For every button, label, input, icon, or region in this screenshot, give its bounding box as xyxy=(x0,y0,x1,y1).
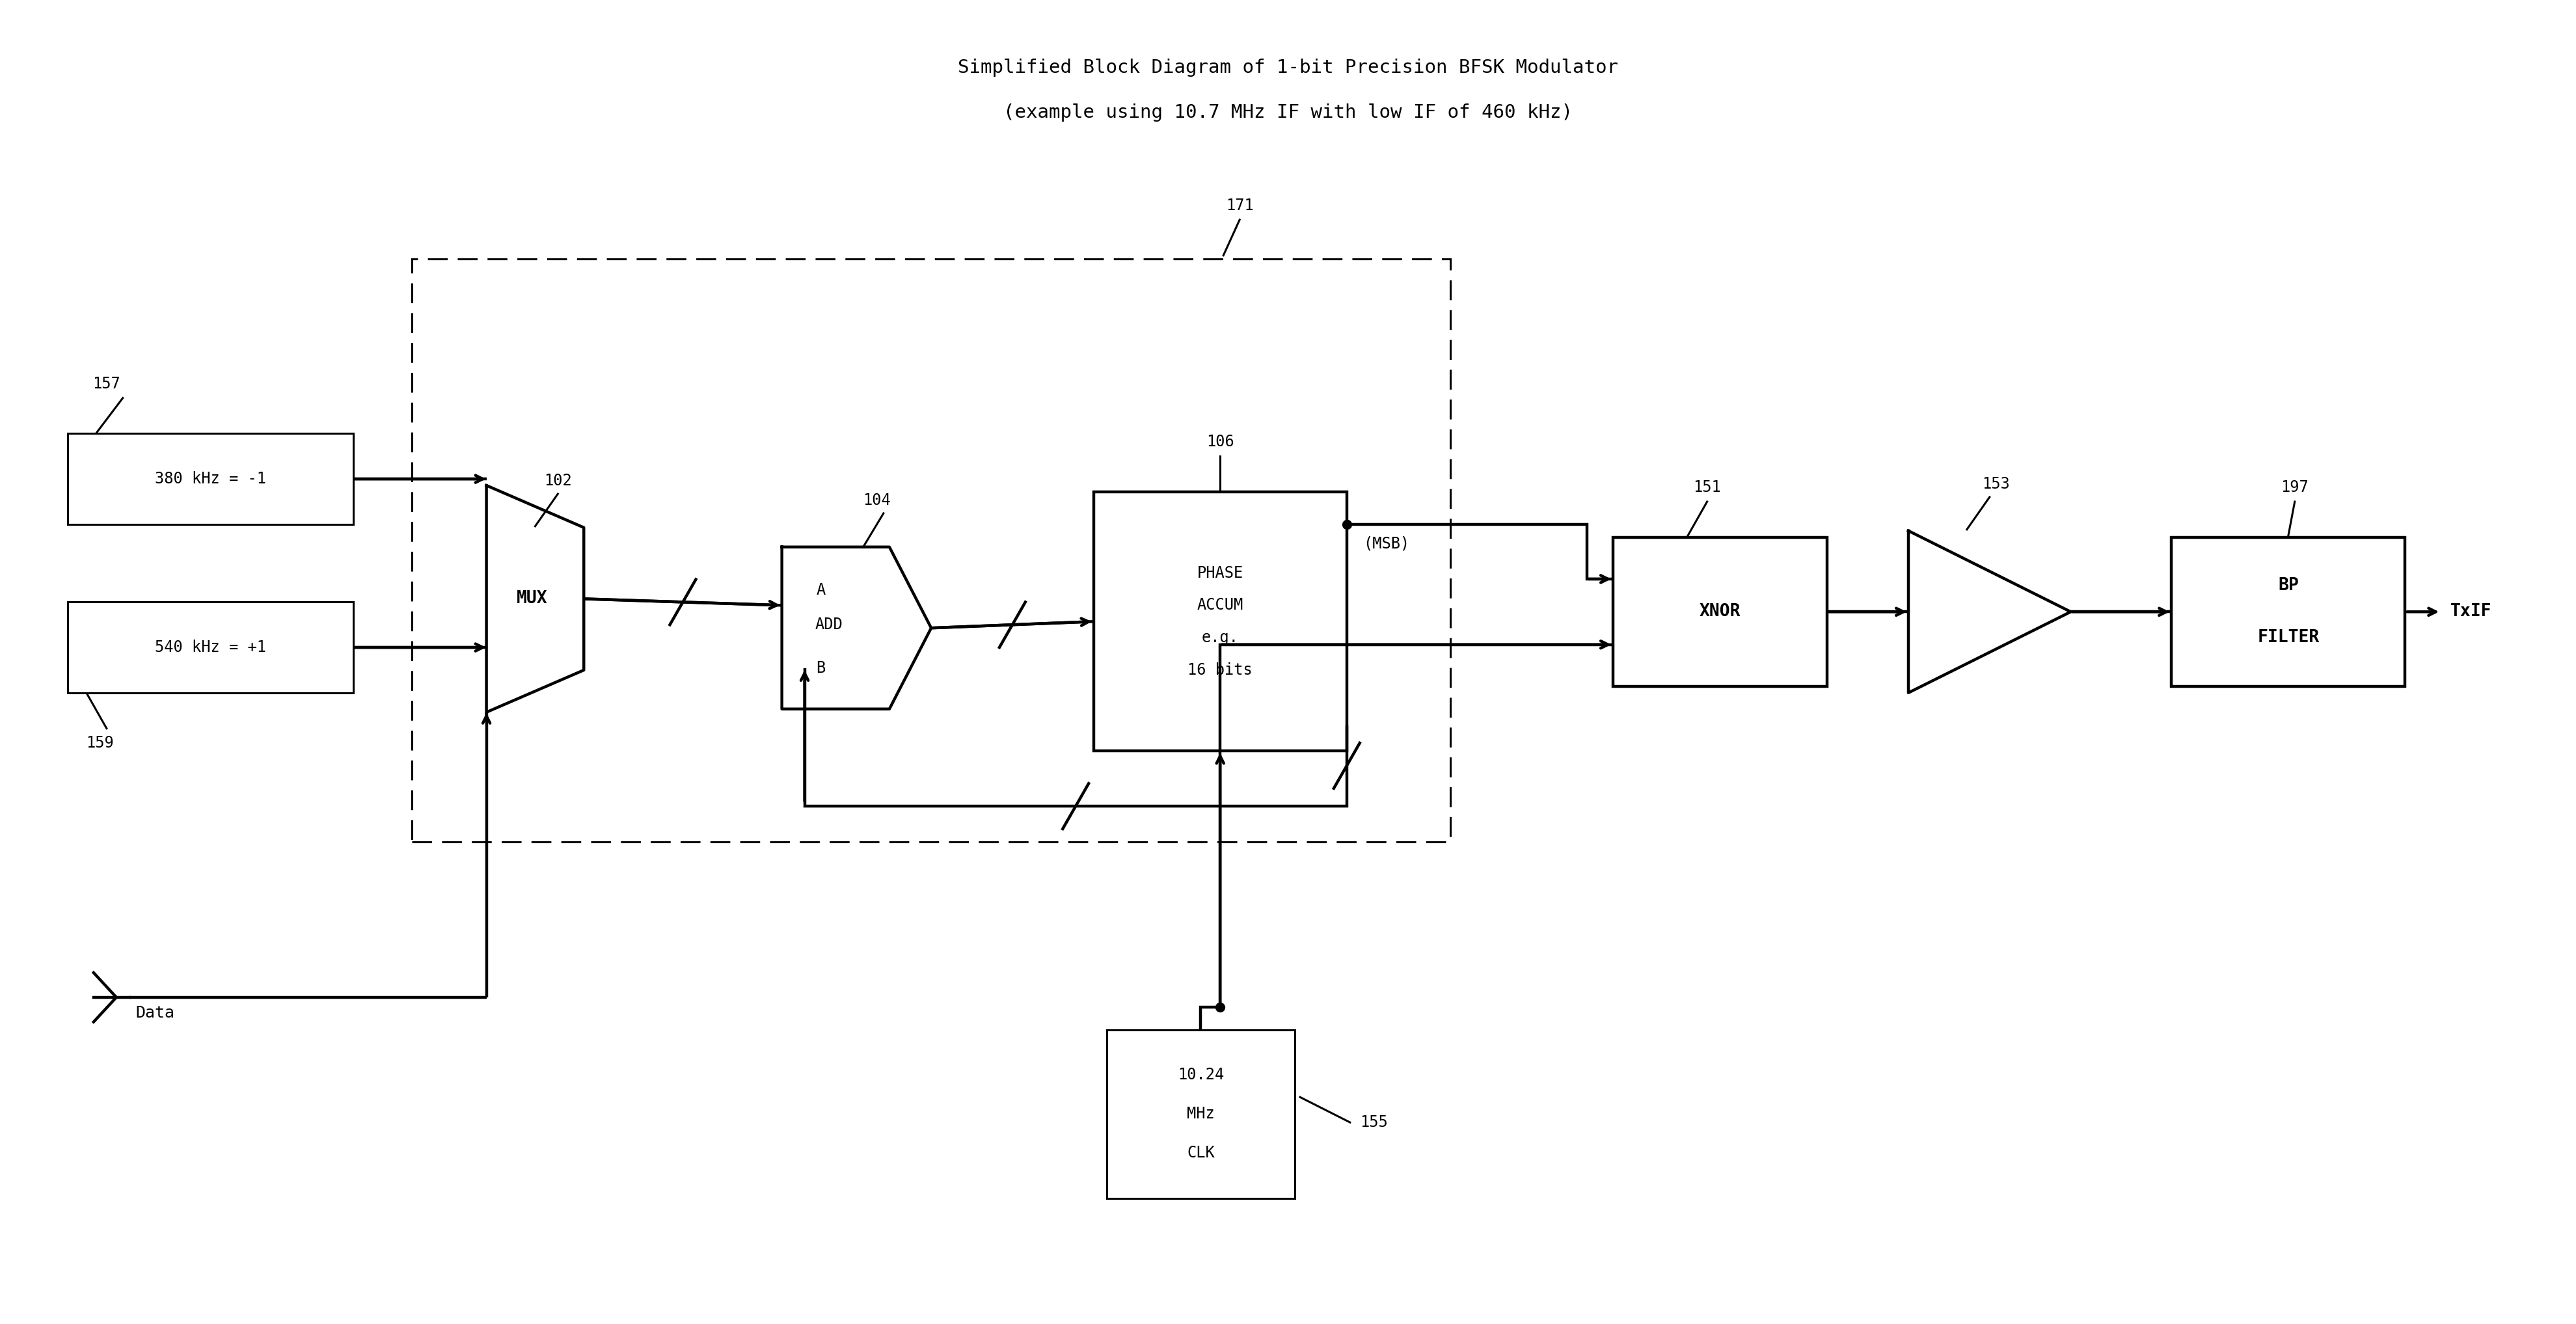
Text: 106: 106 xyxy=(1206,434,1234,450)
Text: e.g.: e.g. xyxy=(1200,630,1239,646)
Text: B: B xyxy=(817,661,824,677)
Text: CLK: CLK xyxy=(1188,1145,1213,1161)
Text: 102: 102 xyxy=(544,473,572,489)
Text: MUX: MUX xyxy=(515,591,546,608)
Text: A: A xyxy=(817,583,824,598)
Text: 159: 159 xyxy=(85,735,113,751)
Text: ADD: ADD xyxy=(814,617,842,633)
Bar xyxy=(1095,493,1347,751)
Text: MHz: MHz xyxy=(1188,1106,1213,1121)
Text: Simplified Block Diagram of 1-bit Precision BFSK Modulator: Simplified Block Diagram of 1-bit Precis… xyxy=(958,58,1618,77)
Text: 155: 155 xyxy=(1360,1115,1388,1131)
Text: 151: 151 xyxy=(1692,479,1721,495)
Bar xyxy=(1108,1030,1296,1198)
Text: (example using 10.7 MHz IF with low IF of 460 kHz): (example using 10.7 MHz IF with low IF o… xyxy=(1005,103,1574,122)
Text: XNOR: XNOR xyxy=(1700,604,1741,620)
Text: Data: Data xyxy=(137,1005,175,1021)
Text: ACCUM: ACCUM xyxy=(1198,597,1244,613)
Text: 540 kHz = +1: 540 kHz = +1 xyxy=(155,639,265,655)
Text: 153: 153 xyxy=(1981,477,2009,493)
Text: TxIF: TxIF xyxy=(2450,604,2491,620)
Bar xyxy=(67,433,353,524)
Text: (MSB): (MSB) xyxy=(1363,536,1409,552)
Text: PHASE: PHASE xyxy=(1198,565,1244,581)
Bar xyxy=(2172,538,2406,686)
Text: BP: BP xyxy=(2277,577,2298,594)
Text: 171: 171 xyxy=(1226,197,1255,213)
Bar xyxy=(1613,538,1826,686)
Bar xyxy=(412,258,1450,842)
Text: 16 bits: 16 bits xyxy=(1188,662,1252,678)
Text: 197: 197 xyxy=(2280,479,2308,495)
Text: FILTER: FILTER xyxy=(2257,629,2318,646)
Text: 10.24: 10.24 xyxy=(1177,1067,1224,1083)
Text: 104: 104 xyxy=(863,493,891,508)
Text: 157: 157 xyxy=(93,376,121,392)
Text: 380 kHz = -1: 380 kHz = -1 xyxy=(155,471,265,487)
Bar xyxy=(67,602,353,692)
